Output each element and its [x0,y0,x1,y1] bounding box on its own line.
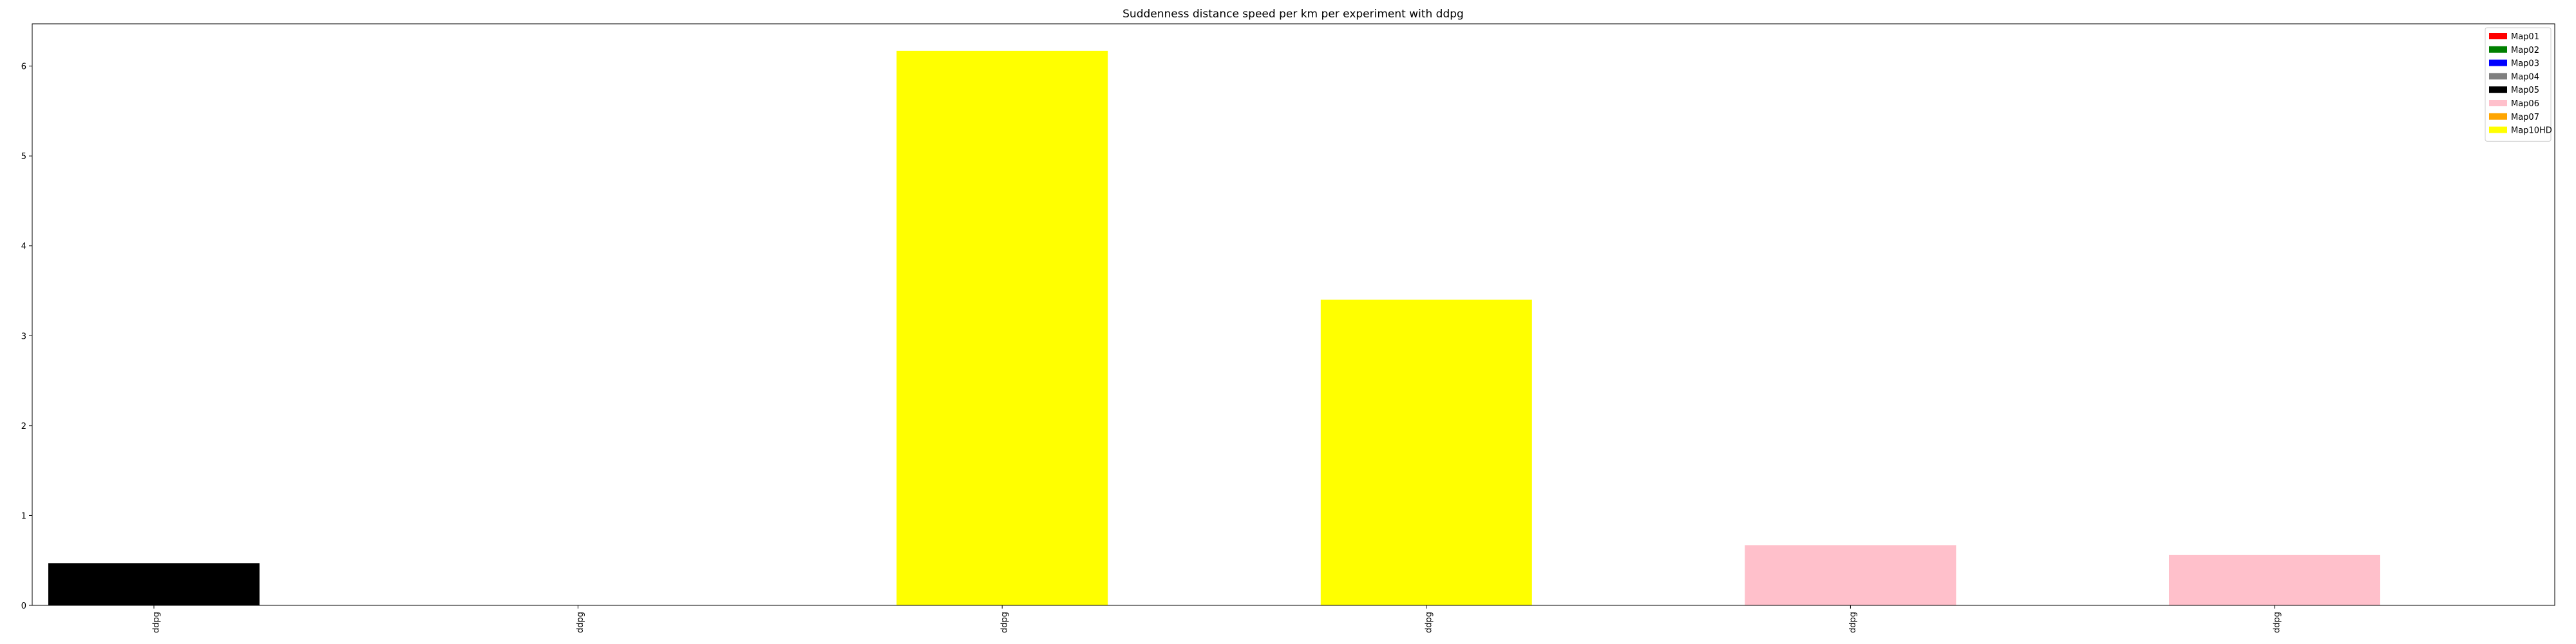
y-tick-label: 5 [21,152,26,162]
bar [896,50,1108,605]
y-axis: 0 1 2 3 4 5 6 [21,62,32,611]
chart-title: Suddenness distance speed per km per exp… [1122,8,1464,21]
legend-label: Map06 [2511,99,2539,109]
legend-swatch [2489,86,2507,93]
bars [48,50,2380,605]
legend-swatch [2489,126,2507,133]
legend-box [2485,27,2552,142]
legend-swatch [2489,73,2507,80]
x-tick-label: ddpg [2273,612,2282,633]
legend-swatch [2489,33,2507,39]
legend-label: Map03 [2511,59,2539,69]
legend-swatch [2489,100,2507,106]
legend-label: Map01 [2511,32,2539,42]
y-tick-label: 1 [21,511,26,521]
plot-frame [32,23,2555,606]
bar [1320,299,1532,605]
y-tick-label: 3 [21,332,26,341]
legend-label: Map02 [2511,46,2539,55]
legend: Map01 Map02 Map03 Map04 Map05 Map06 Map07 Map10… [2485,27,2552,142]
x-tick-label: ddpg [576,612,585,633]
x-tick-label: ddpg [1424,612,1434,633]
bar [1745,545,1956,605]
bar [2169,554,2380,605]
y-tick-label: 6 [21,62,26,72]
legend-label: Map05 [2511,86,2539,95]
legend-swatch [2489,46,2507,53]
y-tick-label: 2 [21,422,26,431]
legend-label: Map10HD [2511,126,2552,136]
bar [48,563,260,605]
x-tick-label: ddpg [1848,612,1858,633]
legend-swatch [2489,59,2507,66]
x-axis: ddpg ddpg ddpg ddpg ddpg ddpg [152,605,2282,633]
y-tick-label: 0 [21,601,26,611]
x-tick-label: ddpg [1000,612,1010,633]
legend-label: Map07 [2511,113,2539,122]
legend-swatch [2489,113,2507,120]
legend-label: Map04 [2511,72,2539,82]
x-tick-label: ddpg [152,612,162,633]
y-tick-label: 4 [21,242,26,252]
